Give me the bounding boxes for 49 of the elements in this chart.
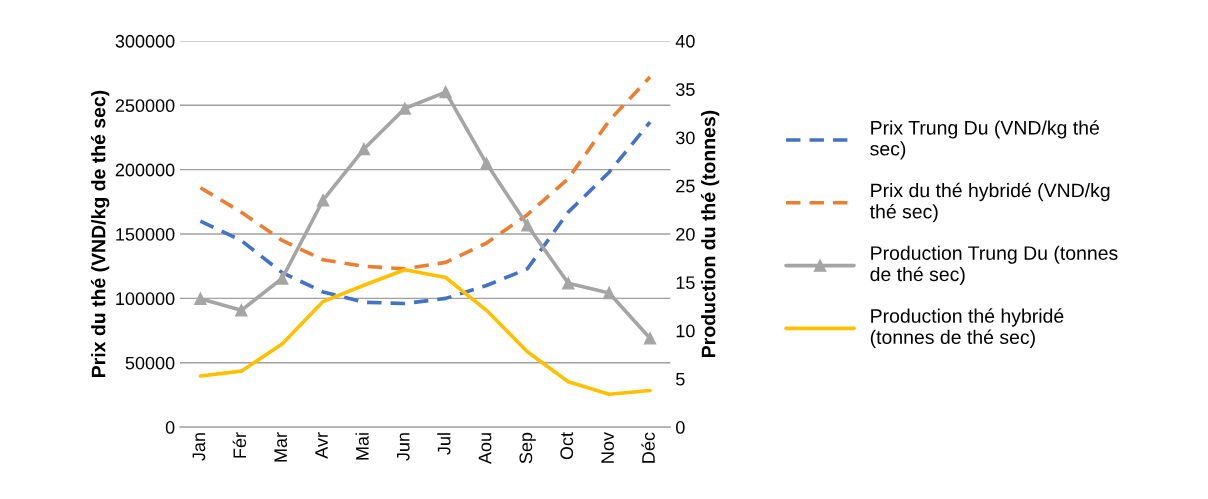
y2-axis-title: Production du thé (tonnes) (700, 110, 720, 357)
y-tick-label: 200000 (115, 163, 175, 177)
legend-label: Prix Trung Du (VND/kg thé sec) (870, 120, 1099, 160)
x-tick-label: Jan (192, 433, 206, 461)
x-tick-label: Jun (397, 433, 410, 461)
point (275, 272, 289, 285)
x-tick-label: Sep (519, 432, 536, 464)
x-tick-label: Avr (315, 432, 328, 459)
point (316, 193, 330, 207)
point (643, 332, 657, 345)
line-series (198, 267, 652, 397)
y-tick-label: 300000 (115, 34, 175, 48)
y-tick-label: 150000 (116, 227, 175, 241)
y2-tick-label: 25 (676, 179, 695, 193)
line-series (198, 120, 652, 306)
point (194, 292, 207, 305)
y2-tick-label: 40 (675, 34, 695, 48)
point (357, 142, 371, 156)
y-tick-label: 50000 (125, 356, 175, 370)
legend-label: Prix du thé hybridé (VND/kg thé sec) (869, 182, 1110, 223)
y2-tick-label: 10 (676, 324, 695, 338)
x-tick-label: Fér (232, 432, 247, 458)
x-tick-label: Déc (641, 432, 655, 463)
x-tick-label: Jul (437, 433, 451, 455)
point (439, 85, 452, 99)
line-series (198, 75, 652, 271)
point (480, 157, 493, 170)
point (521, 219, 534, 232)
x-tick-label: Mar (274, 432, 288, 462)
y-axis-title: Prix du thé (VND/kg de thé sec) (90, 90, 110, 377)
y2-tick-label: 20 (676, 227, 695, 241)
y2-tick-label: 0 (676, 421, 685, 434)
y2-tick-label: 15 (676, 276, 695, 290)
y2-tick-label: 5 (676, 372, 685, 386)
y-tick-label: 100000 (116, 292, 175, 306)
point (398, 102, 412, 115)
x-tick-label: Aou (478, 433, 492, 465)
point (562, 277, 575, 290)
legend-label: Production thé hybridé (tonnes de thé sec) (870, 308, 1064, 348)
y-tick-label: 0 (165, 421, 175, 434)
y-tick-label: 250000 (115, 99, 175, 113)
legend-label: Production Trung Du (tonnes de thé sec) (870, 245, 1118, 285)
x-tick-label: Nov (601, 432, 614, 463)
x-tick-label: Oct (560, 432, 574, 460)
y2-tick-label: 35 (675, 83, 695, 96)
y2-tick-label: 30 (675, 131, 695, 145)
x-tick-label: Mai (355, 433, 369, 460)
point (235, 304, 248, 317)
point (602, 286, 616, 300)
